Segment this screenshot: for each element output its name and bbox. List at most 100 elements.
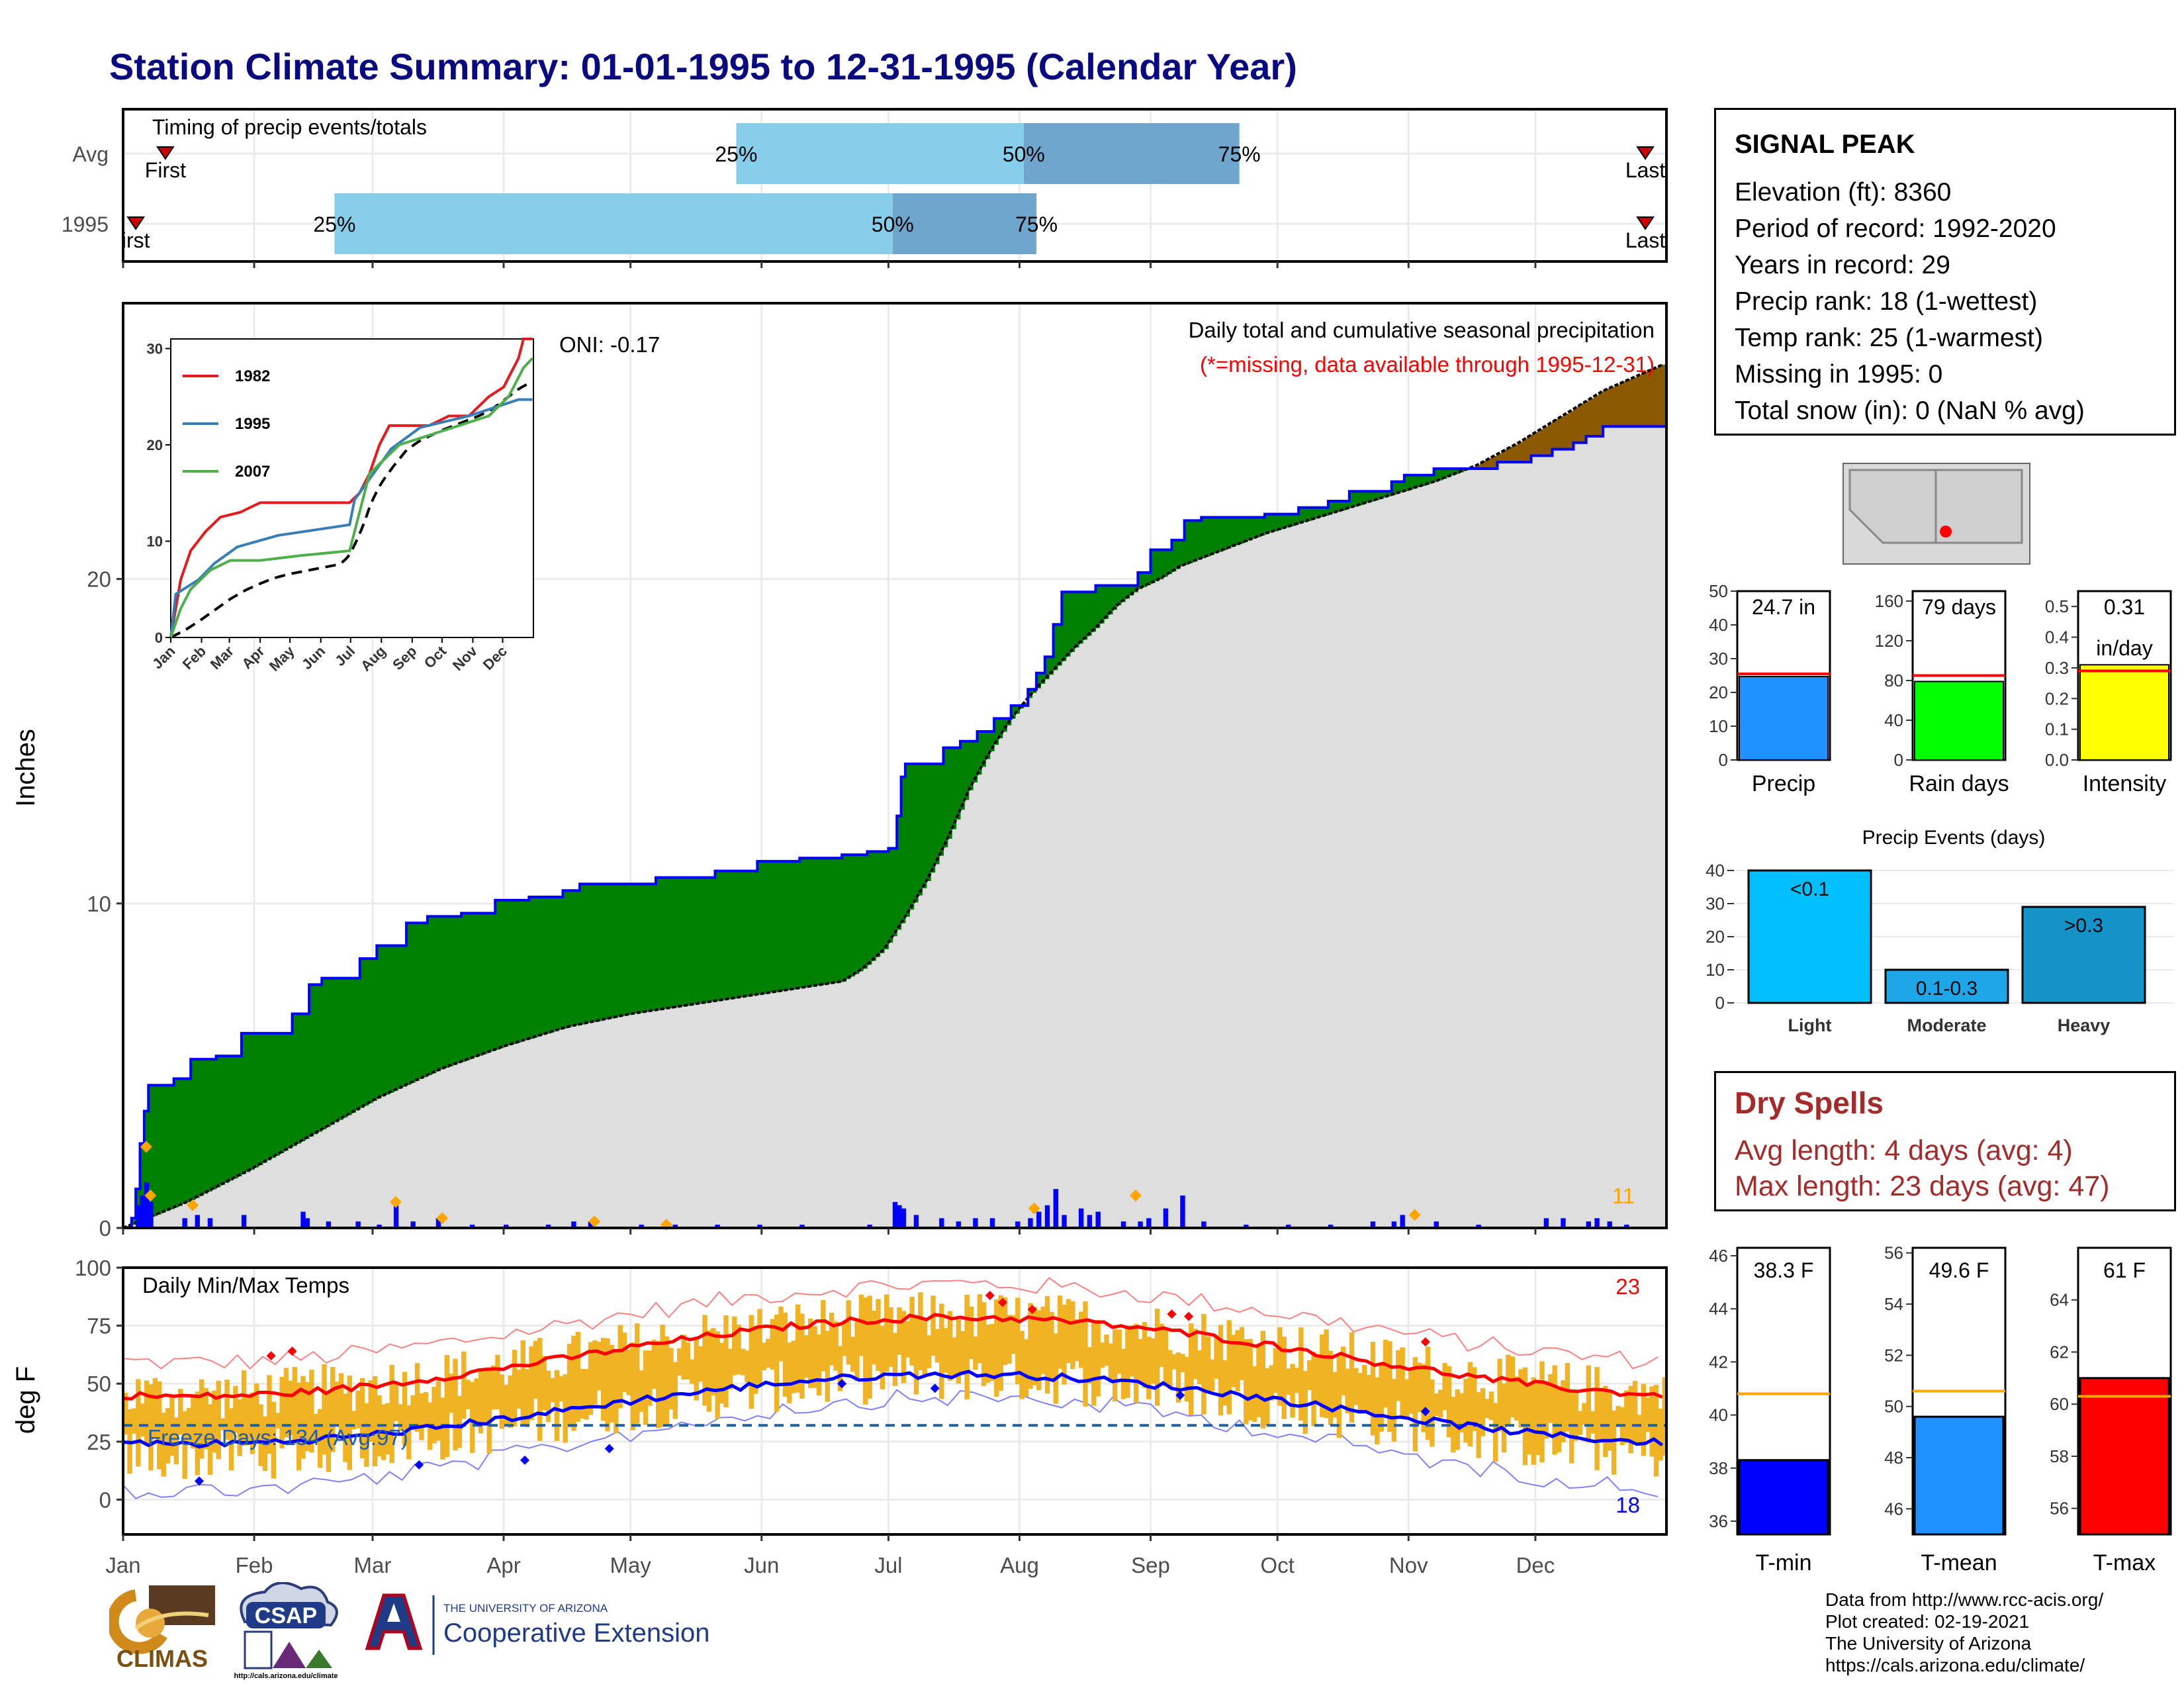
temp-daily-range (504, 1385, 509, 1425)
temp-daily-range (1184, 1356, 1190, 1402)
temp-daily-range (440, 1397, 445, 1460)
timing-p75-label: 75% (1218, 142, 1261, 166)
temp-daily-range (389, 1364, 394, 1464)
temp-daily-range (1002, 1297, 1008, 1366)
temp-daily-range (964, 1294, 970, 1400)
precip-daily-bar (241, 1215, 247, 1228)
temp-frame (122, 1266, 1668, 1536)
temp-daily-range (292, 1367, 297, 1445)
precip-daily-bar (1028, 1218, 1033, 1228)
timing-p50-label: 50% (872, 212, 914, 236)
temp-ytick-label: 75 (87, 1314, 111, 1338)
temp-daily-range (457, 1395, 463, 1448)
temp-daily-range (1113, 1329, 1118, 1402)
temp-daily-range (715, 1331, 720, 1419)
temp-daily-range (1577, 1411, 1583, 1435)
temp-daily-range (1167, 1350, 1173, 1389)
temp-daily-range (237, 1399, 242, 1456)
temp-daily-range (863, 1297, 868, 1405)
precip-frame (122, 302, 1668, 1229)
summary-ytick-label: 40 (1709, 615, 1728, 635)
inset-legend-label: 1995 (235, 415, 270, 433)
precip-ytick-label: 0 (99, 1216, 111, 1241)
station-name: SIGNAL PEAK (1735, 130, 1915, 159)
timing-p50-label: 50% (1003, 142, 1045, 166)
month-label-mar: Mar (354, 1553, 392, 1577)
precip-daily-bar (1586, 1221, 1591, 1228)
events-ytick-label: 10 (1706, 960, 1725, 980)
temp-daily-range (1594, 1367, 1600, 1471)
temp-daily-range (1383, 1340, 1388, 1408)
temp-daily-range (212, 1390, 217, 1453)
temp-summary-ytick-label: 38 (1709, 1458, 1728, 1478)
temp-daily-range (926, 1335, 932, 1368)
temp-daily-range (482, 1371, 488, 1423)
temp-daily-range (647, 1350, 653, 1406)
temp-daily-range (495, 1354, 500, 1410)
precip-ytick-label: 10 (87, 892, 111, 916)
temp-daily-range (398, 1404, 403, 1432)
temp-daily-range (516, 1370, 522, 1409)
timing-bar-50-75 (1023, 123, 1240, 184)
temp-daily-range (614, 1352, 619, 1434)
temp-record-high-marker (266, 1351, 276, 1361)
events-category-moderate: Moderate (1907, 1015, 1986, 1035)
temp-daily-range (994, 1299, 999, 1397)
temp-record-low-marker (930, 1383, 940, 1393)
summary-ytick-label: 0.3 (2045, 658, 2069, 678)
temp-daily-range (1366, 1375, 1371, 1412)
precip-event-marker (187, 1199, 199, 1211)
precip-daily-bar (195, 1215, 201, 1228)
temp-summary-ytick-label: 58 (2050, 1446, 2069, 1466)
temp-daily-range (1040, 1306, 1046, 1374)
timing-bar-50-75 (892, 193, 1037, 254)
temp-daily-range (630, 1342, 636, 1430)
temp-daily-range (575, 1332, 581, 1422)
temp-daily-range (1488, 1391, 1494, 1421)
precip-daily-bar (377, 1225, 382, 1228)
precip-daily-bar (300, 1211, 306, 1228)
temp-daily-range (829, 1313, 835, 1366)
temp-daily-range (795, 1304, 801, 1393)
precip-daily-bar (901, 1208, 906, 1228)
inset-legend-label: 2007 (235, 463, 270, 481)
temp-daily-range (559, 1376, 564, 1402)
temp-daily-range (1341, 1346, 1346, 1395)
ua-text: THE UNIVERSITY OF ARIZONA (443, 1602, 608, 1615)
temp-daily-range (791, 1340, 796, 1393)
temp-daily-range (973, 1336, 978, 1370)
temp-daily-range (195, 1391, 201, 1476)
temp-daily-range (1074, 1319, 1079, 1362)
temp-daily-range (635, 1323, 640, 1424)
precip-event-marker (1028, 1202, 1040, 1215)
temp-summary-ytick-label: 52 (1884, 1345, 1903, 1365)
temp-daily-range (1311, 1352, 1316, 1427)
temp-daily-range (799, 1313, 805, 1399)
temp-daily-range (267, 1375, 272, 1454)
temp-daily-range (643, 1350, 649, 1425)
temp-summary-bar-t-max (2079, 1377, 2170, 1536)
precip-title: Daily total and cumulative seasonal prec… (1189, 318, 1655, 342)
temp-daily-range (1023, 1339, 1029, 1397)
station-period: Period of record: 1992-2020 (1735, 214, 2056, 243)
timing-last-marker (1636, 216, 1655, 230)
events-category-light: Light (1788, 1015, 1832, 1035)
temp-summary-value: 49.6 F (1929, 1258, 1989, 1282)
temp-daily-range (1218, 1325, 1224, 1416)
temp-record-min-line (122, 1389, 1659, 1500)
temp-daily-range (922, 1319, 927, 1378)
temp-daily-range (808, 1318, 813, 1388)
temp-daily-range (757, 1309, 762, 1383)
month-label-jun: Jun (744, 1553, 779, 1577)
temp-daily-range (1518, 1369, 1524, 1428)
temp-daily-range (165, 1408, 171, 1464)
timing-first-label: First (145, 158, 186, 182)
precip-daily-bar (913, 1215, 919, 1228)
temp-daily-range (892, 1333, 898, 1386)
temp-daily-range (173, 1417, 179, 1465)
temp-daily-range (952, 1337, 957, 1376)
summary-ytick-label: 0.1 (2045, 720, 2069, 739)
temp-daily-range (246, 1395, 251, 1445)
precip-event-marker (389, 1196, 402, 1208)
temp-daily-range (1265, 1368, 1270, 1426)
